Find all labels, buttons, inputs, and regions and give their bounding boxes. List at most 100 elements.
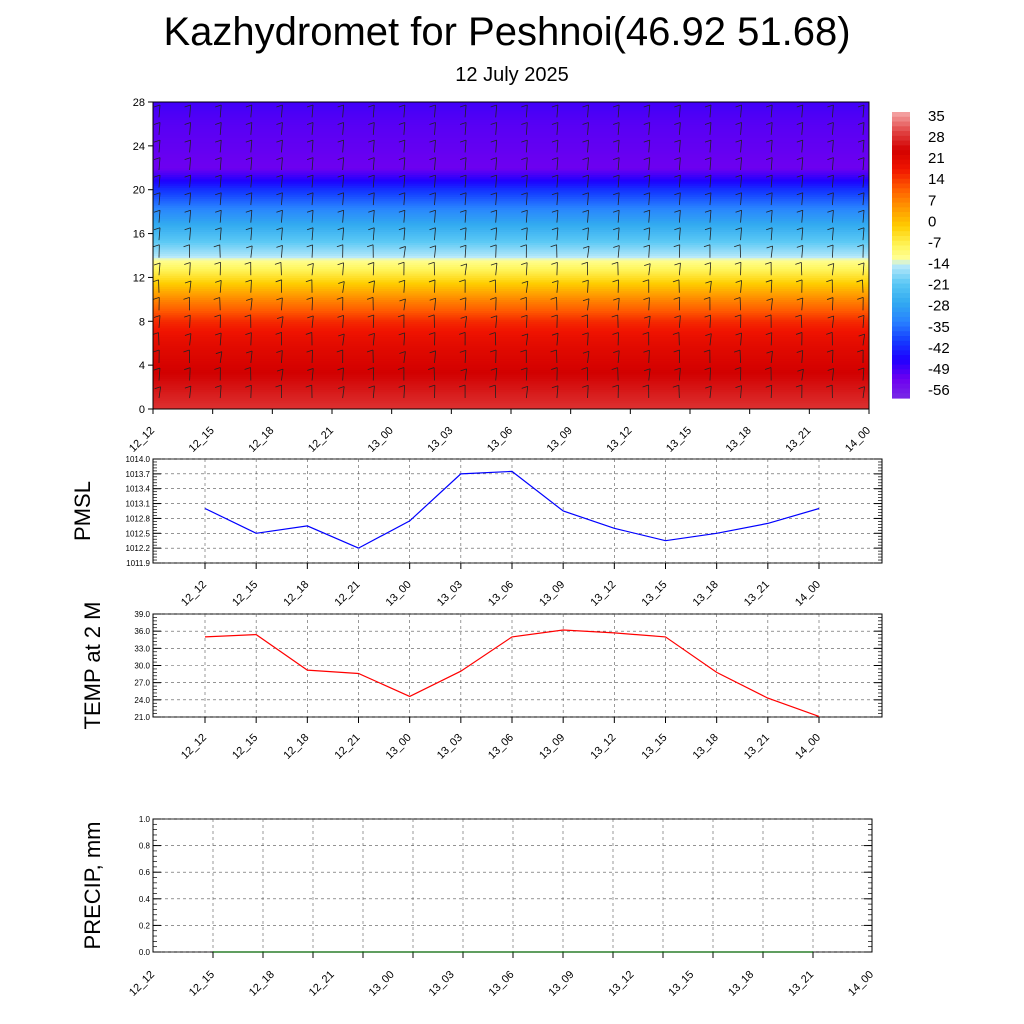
heatmap-band [153, 229, 869, 232]
colorbar-swatch [892, 336, 910, 342]
wind-barb-staff [678, 227, 681, 241]
wind-barb-flag [306, 174, 314, 178]
heatmap-band [153, 360, 869, 364]
wind-barb-staff [311, 227, 314, 241]
wind-barb-staff [740, 104, 742, 118]
wind-barb-flag [582, 245, 590, 249]
wind-barb-staff [770, 351, 773, 363]
wind-barb-flag [703, 296, 711, 300]
wind-barb-flag [521, 192, 528, 196]
wind-barb-staff [525, 367, 528, 381]
pmsl-y-tick-label: 1011.9 [126, 559, 150, 568]
heatmap-band [153, 202, 869, 206]
temp-x-tick-label: 12_18 [281, 732, 311, 762]
pmsl-x-tick-label: 12_18 [281, 579, 311, 609]
wind-barb [183, 296, 191, 311]
wind-barb-flag [428, 332, 436, 335]
wind-barb [551, 332, 559, 346]
wind-barb-staff [158, 227, 161, 241]
heatmap-y-tick-label: 8 [139, 316, 145, 328]
wind-barb-staff [464, 316, 468, 328]
wind-barb-staff [831, 350, 834, 363]
heatmap-band [153, 321, 869, 325]
wind-barb [704, 157, 712, 171]
wind-barb-staff [434, 210, 436, 223]
wind-barb-staff [311, 140, 314, 153]
heatmap-band [153, 130, 869, 134]
wind-barb [398, 332, 406, 346]
wind-barb [459, 157, 467, 171]
wind-barb-staff [434, 157, 436, 171]
wind-barb [827, 104, 834, 118]
precip-x-tick-label: 13_06 [487, 969, 517, 999]
wind-barb-flag [429, 227, 436, 231]
wind-barb [766, 122, 773, 135]
wind-barb-flag [613, 174, 620, 178]
wind-barb-flag [213, 244, 220, 248]
wind-barb [213, 244, 221, 258]
wind-barb-flag [643, 157, 650, 160]
wind-barb [735, 122, 742, 135]
wind-barb [704, 104, 712, 118]
wind-barb [276, 350, 283, 363]
wind-barb-flag [276, 157, 283, 160]
wind-barb [184, 192, 192, 206]
wind-barb [428, 367, 435, 381]
wind-barb-flag [827, 104, 834, 108]
wind-barb [214, 314, 221, 328]
wind-barb [490, 139, 498, 153]
wind-barb-flag [337, 139, 344, 143]
wind-barb [673, 297, 681, 311]
wind-barb-flag [368, 122, 375, 125]
wind-barb-flag [766, 157, 773, 160]
wind-barb [184, 174, 192, 188]
colorbar-swatch [892, 269, 910, 275]
heatmap-band [153, 262, 869, 265]
wind-barb-staff [739, 350, 741, 363]
wind-barb-flag [245, 209, 252, 213]
wind-barb-flag [428, 261, 435, 265]
temp-y-tick-label: 30.0 [134, 662, 150, 671]
wind-barb [643, 227, 651, 241]
temp-x-tick-label: 13_03 [435, 732, 465, 762]
wind-barb-flag [521, 157, 528, 160]
wind-barb-staff [464, 368, 467, 381]
wind-barb-flag [826, 297, 834, 300]
wind-barb [520, 367, 528, 381]
pmsl-x-tick-label: 13_15 [640, 579, 670, 609]
wind-barb [183, 349, 191, 363]
colorbar-swatch [892, 378, 910, 385]
wind-barb-staff [801, 245, 804, 258]
wind-barb-flag [336, 244, 344, 248]
wind-barb [460, 368, 467, 381]
wind-barb [521, 122, 528, 135]
wind-barb-staff [740, 227, 742, 241]
wind-barb-flag [337, 209, 344, 213]
wind-barb-flag [153, 174, 161, 178]
wind-barb-flag [245, 332, 252, 335]
wind-barb-flag [611, 314, 618, 318]
wind-barb-flag [428, 314, 435, 318]
wind-barb-flag [735, 104, 742, 108]
wind-barb-staff [434, 140, 436, 153]
wind-barb [551, 314, 558, 328]
wind-barb [245, 174, 253, 188]
wind-barb [276, 316, 284, 328]
wind-barb-staff [434, 175, 436, 188]
wind-barb [306, 349, 313, 363]
wind-barb [245, 350, 253, 363]
wind-barb-staff [648, 297, 650, 311]
heatmap-band [153, 356, 869, 360]
colorbar-swatch [892, 345, 910, 351]
wind-barb-staff [311, 244, 314, 258]
wind-barb-staff [403, 351, 406, 364]
wind-barb-flag [338, 281, 345, 284]
heatmap-band [153, 231, 869, 235]
heatmap-band [153, 362, 869, 366]
wind-barb-flag [551, 174, 559, 178]
wind-barb-staff [434, 350, 437, 363]
wind-barb-staff [678, 192, 681, 206]
wind-barb [489, 332, 497, 346]
wind-barb-flag [735, 139, 742, 143]
wind-barb-flag [520, 244, 527, 248]
